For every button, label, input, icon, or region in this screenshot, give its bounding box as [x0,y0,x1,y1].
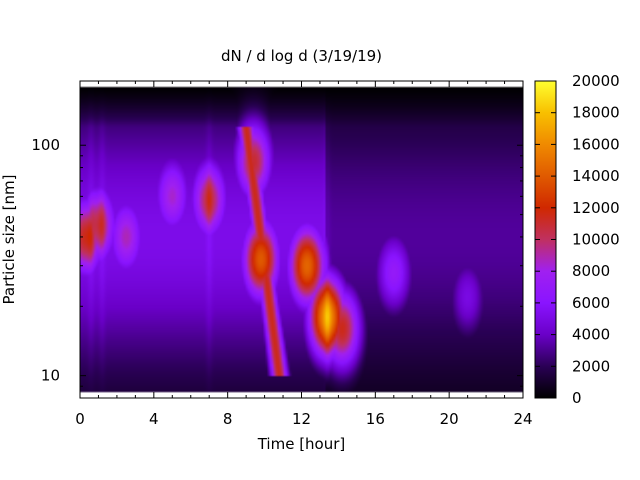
colorbar-gradient [535,81,556,398]
x-tick-label: 24 [513,410,532,428]
colorbar-axis: 0 2000 4000 6000 8000 10000 12000 14000 16000 180… [535,72,620,407]
colorbar-tick-label: 0 [572,389,582,407]
colorbar-tick-label: 4000 [572,326,610,344]
x-tick-label: 4 [149,410,159,428]
plot-area [80,81,523,398]
colorbar-tick-label: 10000 [572,231,620,249]
colorbar-tick-label: 2000 [572,357,610,375]
y-axis: 10 100 [31,136,523,399]
x-tick-label: 16 [366,410,385,428]
x-axis-label: Time [hour] [257,435,346,453]
colorbar-tick-label: 14000 [572,167,620,185]
colorbar-tick-label: 6000 [572,294,610,312]
colorbar-tick-label: 20000 [572,72,620,90]
colorbar-tick-label: 8000 [572,262,610,280]
chart-title: dN / d log d (3/19/19) [221,47,382,65]
x-tick-label: 12 [292,410,311,428]
y-tick-label: 10 [41,367,60,385]
colorbar-tick-label: 16000 [572,135,620,153]
y-axis-label: Particle size [nm] [0,175,18,305]
y-tick-label: 100 [31,136,60,154]
x-tick-label: 20 [440,410,459,428]
heatmap-image [80,81,523,398]
colorbar-tick-label: 18000 [572,104,620,122]
x-axis: 0 4 8 12 16 20 24 [75,81,533,428]
colorbar-tick-label: 12000 [572,199,620,217]
x-tick-label: 0 [75,410,85,428]
x-tick-label: 8 [223,410,233,428]
